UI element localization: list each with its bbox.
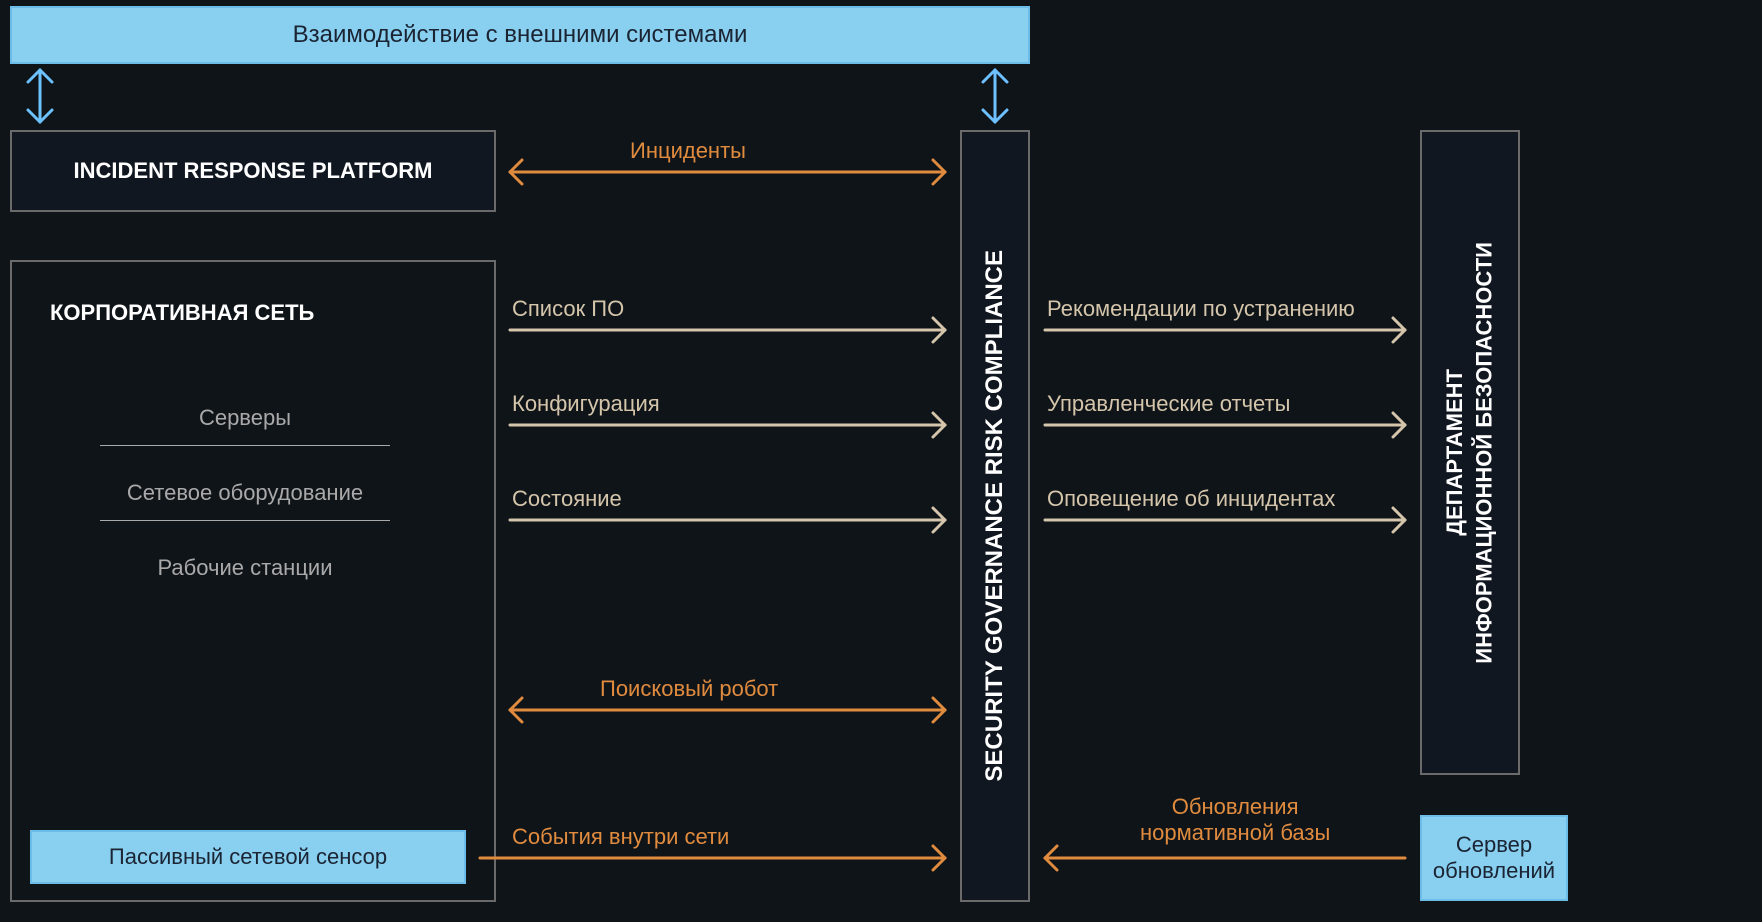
node-update-server: Сервер обновлений xyxy=(1420,815,1568,901)
node-sgrc: SECURITY GOVERNANCE RISK COMPLIANCE xyxy=(960,130,1030,902)
corp-item-servers: Серверы xyxy=(95,405,395,431)
node-dept-label: ДЕПАРТАМЕНТ ИНФОРМАЦИОННОЙ БЕЗОПАСНОСТИ xyxy=(1440,242,1499,664)
node-security-department: ДЕПАРТАМЕНТ ИНФОРМАЦИОННОЙ БЕЗОПАСНОСТИ xyxy=(1420,130,1520,775)
flow-label-updates: Обновления нормативной базы xyxy=(1140,794,1330,846)
node-irp: INCIDENT RESPONSE PLATFORM xyxy=(10,130,496,212)
flow-label-crawler: Поисковый робот xyxy=(600,676,778,702)
node-passive-sensor: Пассивный сетевой сенсор xyxy=(30,830,466,884)
node-update-label: Сервер обновлений xyxy=(1433,832,1555,884)
flow-label-state: Состояние xyxy=(512,486,622,512)
flow-label-reports: Управленческие отчеты xyxy=(1047,391,1290,417)
corp-divider-2 xyxy=(100,520,390,521)
flow-label-incidents: Инциденты xyxy=(630,138,746,164)
corp-item-workstations: Рабочие станции xyxy=(95,555,395,581)
diagram-canvas: Взаимодействие с внешними системами INCI… xyxy=(0,0,1762,922)
node-external-label: Взаимодействие с внешними системами xyxy=(293,21,748,49)
node-sensor-label: Пассивный сетевой сенсор xyxy=(109,844,387,870)
node-sgrc-label: SECURITY GOVERNANCE RISK COMPLIANCE xyxy=(981,250,1009,782)
flow-label-software: Список ПО xyxy=(512,296,624,322)
node-irp-label: INCIDENT RESPONSE PLATFORM xyxy=(74,158,433,184)
flow-label-events: События внутри сети xyxy=(512,824,729,850)
node-corporate-network xyxy=(10,260,496,902)
node-external-systems: Взаимодействие с внешними системами xyxy=(10,6,1030,64)
corp-divider-1 xyxy=(100,445,390,446)
flow-label-alerts: Оповещение об инцидентах xyxy=(1047,486,1335,512)
corp-item-network-equipment: Сетевое оборудование xyxy=(95,480,395,506)
flow-label-config: Конфигурация xyxy=(512,391,660,417)
node-corporate-network-title: КОРПОРАТИВНАЯ СЕТЬ xyxy=(50,300,314,326)
flow-label-recommendations: Рекомендации по устранению xyxy=(1047,296,1355,322)
